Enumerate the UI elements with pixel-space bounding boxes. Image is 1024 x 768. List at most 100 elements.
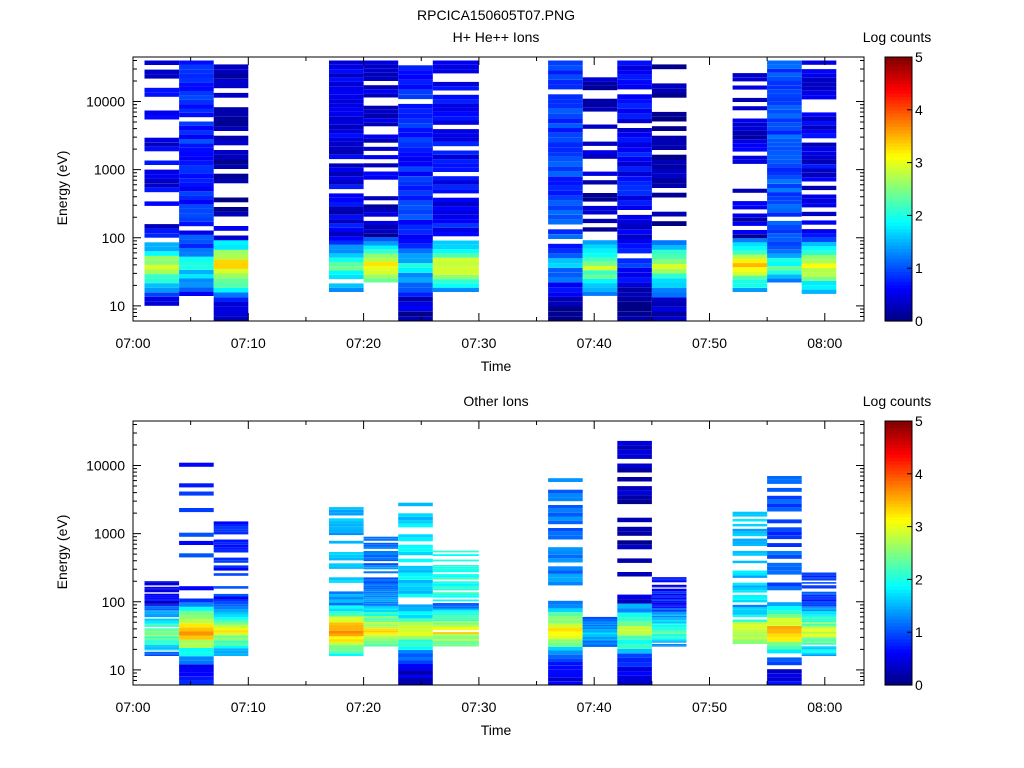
heatmap-cell bbox=[144, 613, 180, 615]
heatmap-cell bbox=[767, 146, 802, 151]
heatmap-cell bbox=[548, 627, 583, 632]
heatmap-cell bbox=[732, 97, 768, 102]
colorbar-segment bbox=[885, 553, 912, 557]
heatmap-cell bbox=[329, 244, 364, 250]
colorbar-segment bbox=[885, 483, 912, 488]
heatmap-cell bbox=[767, 151, 802, 156]
heatmap-cell bbox=[213, 240, 249, 245]
heatmap-cell bbox=[329, 529, 364, 533]
colorbar-segment bbox=[885, 261, 912, 266]
panel-2-y-label: Energy (eV) bbox=[54, 515, 70, 590]
heatmap-cell bbox=[432, 581, 479, 584]
heatmap-cell bbox=[432, 617, 479, 620]
heatmap-cell bbox=[432, 103, 479, 108]
heatmap-cell bbox=[617, 181, 652, 186]
heatmap-cell bbox=[213, 614, 249, 618]
colorbar-segment bbox=[885, 566, 912, 571]
heatmap-cell bbox=[432, 69, 479, 74]
heatmap-cell bbox=[801, 585, 837, 587]
heatmap-cell bbox=[582, 154, 618, 159]
heatmap-cell bbox=[179, 69, 214, 74]
heatmap-cell bbox=[398, 287, 433, 292]
colorbar-frame bbox=[884, 56, 913, 322]
heatmap-cell bbox=[363, 212, 399, 217]
heatmap-cell bbox=[617, 190, 652, 196]
heatmap-cell bbox=[432, 141, 479, 147]
heatmap-cell bbox=[582, 210, 618, 215]
heatmap-cell bbox=[363, 585, 399, 588]
heatmap-cell bbox=[144, 260, 180, 265]
heatmap-cell bbox=[767, 175, 802, 180]
heatmap-cell bbox=[767, 274, 802, 279]
heatmap-cell bbox=[144, 633, 180, 636]
heatmap-cell bbox=[432, 270, 479, 275]
heatmap-cell bbox=[398, 604, 433, 608]
heatmap-cell bbox=[398, 84, 433, 90]
heatmap-cell bbox=[363, 245, 399, 250]
heatmap-cell bbox=[548, 619, 583, 624]
colorbar-segment bbox=[885, 222, 912, 226]
heatmap-cell bbox=[801, 638, 837, 640]
heatmap-cell bbox=[651, 111, 687, 117]
heatmap-cell bbox=[432, 615, 479, 618]
heatmap-cell bbox=[213, 302, 249, 307]
heatmap-cell bbox=[617, 544, 652, 550]
heatmap-cell bbox=[617, 277, 652, 283]
colorbar-segment bbox=[885, 619, 912, 623]
heatmap-cell bbox=[548, 681, 583, 685]
heatmap-cell bbox=[651, 608, 687, 610]
heatmap-cell bbox=[767, 677, 802, 681]
heatmap-cell bbox=[329, 608, 364, 611]
heatmap-cell bbox=[767, 645, 802, 650]
heatmap-cell bbox=[732, 283, 768, 288]
heatmap-cell bbox=[329, 287, 364, 292]
heatmap-cell bbox=[432, 619, 479, 622]
heatmap-cell bbox=[617, 680, 652, 685]
heatmap-cell bbox=[144, 600, 180, 602]
heatmap-cell bbox=[617, 603, 652, 609]
heatmap-cell bbox=[144, 287, 180, 293]
y-tick-label: 10 bbox=[109, 662, 125, 678]
heatmap-cell bbox=[213, 107, 249, 112]
heatmap-cell bbox=[617, 200, 652, 206]
heatmap-cell bbox=[432, 635, 479, 638]
heatmap-cell bbox=[767, 278, 802, 283]
heatmap-cell bbox=[179, 208, 214, 214]
heatmap-cell bbox=[548, 577, 583, 582]
heatmap-cell bbox=[548, 616, 583, 620]
heatmap-cell bbox=[801, 90, 837, 95]
heatmap-cell bbox=[651, 581, 687, 583]
heatmap-cell bbox=[767, 183, 802, 188]
heatmap-cell bbox=[767, 673, 802, 678]
colorbar-segment bbox=[885, 251, 912, 256]
colorbar-segment bbox=[885, 562, 912, 567]
y-tick-label: 10000 bbox=[86, 94, 125, 110]
heatmap-cell bbox=[651, 615, 687, 617]
colorbar-segment bbox=[885, 132, 912, 137]
heatmap-cell bbox=[801, 276, 837, 281]
heatmap-cell bbox=[548, 554, 583, 559]
heatmap-cell bbox=[179, 130, 214, 135]
heatmap-cell bbox=[548, 190, 583, 196]
heatmap-cell bbox=[582, 150, 618, 155]
heatmap-cell bbox=[144, 607, 180, 609]
heatmap-cell bbox=[398, 569, 433, 573]
heatmap-cell bbox=[144, 169, 180, 175]
heatmap-cell bbox=[617, 65, 652, 71]
heatmap-cell bbox=[213, 126, 249, 131]
colorbar-segment bbox=[885, 457, 912, 462]
heatmap-cell bbox=[213, 292, 249, 298]
heatmap-cell bbox=[548, 118, 583, 124]
colorbar-segment bbox=[885, 671, 912, 676]
heatmap-cell bbox=[801, 60, 837, 65]
heatmap-cell bbox=[398, 306, 433, 312]
heatmap-cell bbox=[617, 234, 652, 239]
colorbar-segment bbox=[885, 307, 912, 312]
heatmap-cell bbox=[767, 551, 802, 555]
heatmap-cell bbox=[144, 646, 180, 648]
colorbar-tick-label: 0 bbox=[915, 677, 923, 693]
heatmap-cell bbox=[432, 610, 479, 613]
heatmap-cell bbox=[144, 651, 180, 654]
heatmap-cell bbox=[732, 130, 768, 135]
heatmap-cell bbox=[144, 581, 180, 583]
